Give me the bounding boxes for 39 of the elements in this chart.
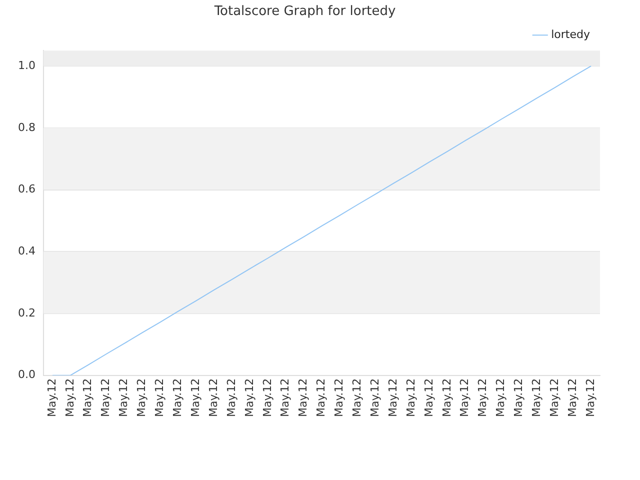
- x-tick-label: May.12: [278, 378, 292, 418]
- x-tick-label: May.12: [548, 378, 561, 418]
- x-tick-label: May.12: [188, 378, 202, 418]
- x-tick-label: May.12: [170, 378, 184, 418]
- x-tick-label: May.12: [422, 378, 436, 418]
- x-tick-label: May.12: [314, 378, 328, 418]
- y-tick-label: 0.0: [18, 368, 36, 382]
- x-tick-label: May.12: [332, 378, 346, 418]
- x-tick-label: May.12: [206, 378, 220, 418]
- x-tick-label: May.12: [476, 378, 490, 418]
- y-tick-label: 0.2: [18, 306, 36, 320]
- x-tick-label: May.12: [260, 378, 274, 418]
- y-tick-label: 0.6: [18, 182, 36, 196]
- legend-label: lortedy: [551, 28, 590, 41]
- chart-title: Totalscore Graph for lortedy: [213, 4, 396, 20]
- x-tick-label: May.12: [45, 378, 58, 418]
- x-tick-label: May.12: [242, 378, 256, 418]
- x-tick-label: May.12: [224, 378, 238, 418]
- x-tick-label: May.12: [350, 378, 364, 418]
- x-tick-label: May.12: [81, 378, 94, 418]
- x-tick-label: May.12: [368, 378, 382, 418]
- x-tick-label: May.12: [584, 378, 597, 418]
- x-tick-label: May.12: [99, 378, 112, 418]
- x-tick-label: May.12: [386, 378, 400, 418]
- x-tick-label: May.12: [404, 378, 418, 418]
- x-tick-label: May.12: [135, 378, 148, 418]
- x-tick-label: May.12: [153, 378, 166, 418]
- x-tick-label: May.12: [512, 378, 526, 418]
- x-tick-label: May.12: [440, 378, 454, 418]
- y-tick-label: 0.8: [18, 120, 36, 134]
- x-tick-label: May.12: [566, 378, 579, 418]
- x-tick-label: May.12: [530, 378, 544, 418]
- x-tick-label: May.12: [296, 378, 310, 418]
- x-tick-label: May.12: [494, 378, 508, 418]
- x-tick-label: May.12: [63, 378, 76, 418]
- x-tick-label: May.12: [117, 378, 130, 418]
- x-tick-label: May.12: [458, 378, 472, 418]
- y-tick-label: 0.4: [18, 244, 36, 258]
- y-tick-label: 1.0: [18, 58, 36, 72]
